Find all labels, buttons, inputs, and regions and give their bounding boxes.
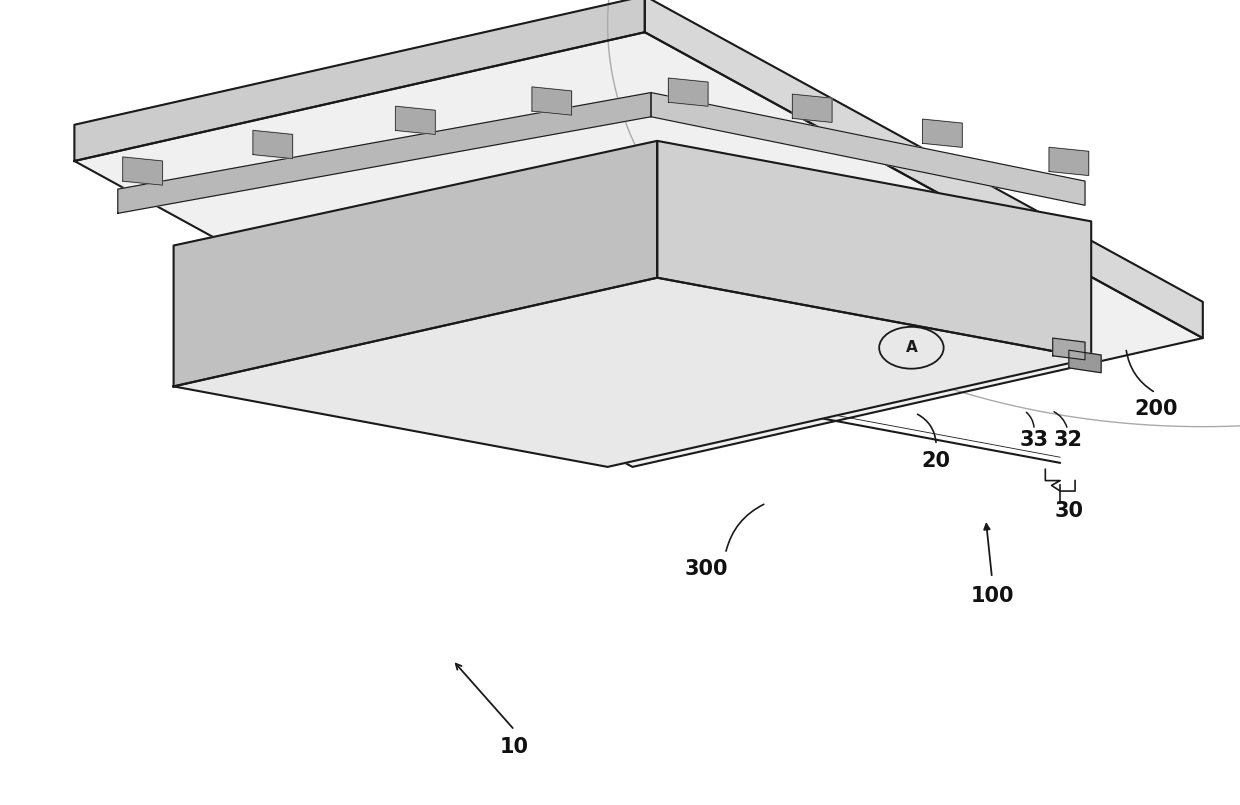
Polygon shape — [668, 78, 708, 106]
Polygon shape — [74, 32, 1203, 467]
Text: 300: 300 — [684, 559, 729, 579]
Polygon shape — [174, 141, 657, 386]
Text: 100: 100 — [970, 586, 1014, 605]
Text: 33: 33 — [1019, 431, 1049, 450]
Text: A: A — [905, 341, 918, 355]
Text: 10: 10 — [500, 737, 529, 757]
Polygon shape — [532, 87, 572, 115]
Polygon shape — [657, 141, 1091, 358]
Text: 200: 200 — [1133, 399, 1178, 419]
Polygon shape — [74, 0, 645, 161]
Polygon shape — [118, 93, 651, 213]
Polygon shape — [651, 93, 1085, 205]
Polygon shape — [123, 157, 162, 185]
Polygon shape — [1049, 147, 1089, 175]
Polygon shape — [792, 94, 832, 122]
Text: 32: 32 — [1053, 431, 1083, 450]
Text: 30: 30 — [1054, 502, 1084, 521]
Polygon shape — [1069, 350, 1101, 373]
Polygon shape — [253, 130, 293, 159]
Polygon shape — [923, 119, 962, 147]
Text: 20: 20 — [921, 452, 951, 471]
Polygon shape — [645, 0, 1203, 338]
Polygon shape — [1053, 338, 1085, 360]
Polygon shape — [396, 106, 435, 134]
Polygon shape — [174, 278, 1091, 467]
